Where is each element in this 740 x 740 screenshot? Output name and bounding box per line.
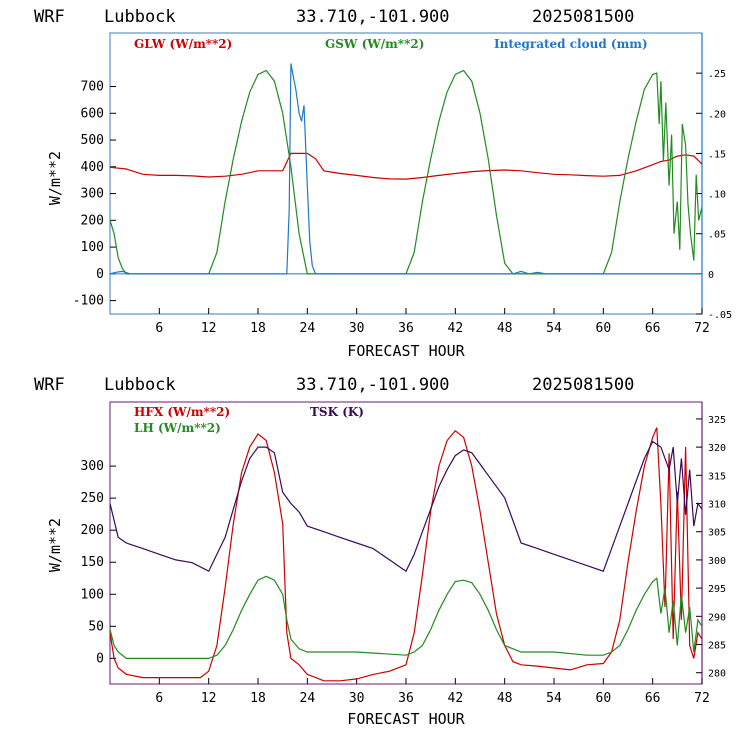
x-tick-label: 54 (546, 321, 562, 336)
panel1-header-model: WRF (34, 7, 65, 27)
panel2-header-run: 2025081500 (532, 375, 634, 395)
y2-tick-label: -.05 (708, 310, 732, 321)
x-tick-label: 66 (645, 321, 661, 336)
panel2-header-station: Lubbock (104, 375, 176, 395)
y-axis-label: W/m**2 (46, 151, 64, 205)
y-tick-label: 400 (81, 160, 104, 175)
y-tick-label: 200 (81, 213, 104, 228)
panel1-header-run: 2025081500 (532, 7, 634, 27)
y-tick-label: 200 (81, 523, 104, 538)
x-tick-label: 18 (250, 691, 266, 706)
plot-frame (109, 32, 703, 315)
y-tick-label: 100 (81, 240, 104, 255)
legend-entry-2: TSK (K) (310, 405, 364, 419)
x-tick-label: 6 (155, 321, 163, 336)
series-line-2 (110, 63, 702, 275)
series-line-1 (110, 69, 702, 275)
x-tick-label: 36 (398, 321, 414, 336)
series-line-0 (110, 427, 702, 682)
panel1-header-station: Lubbock (104, 7, 176, 27)
y-tick-label: 250 (81, 491, 104, 506)
x-tick-label: 12 (201, 321, 217, 336)
y2-tick-label: .15 (708, 149, 726, 160)
y-tick-label: -100 (73, 294, 104, 309)
y2-tick-label: 300 (708, 556, 726, 567)
y2-tick-label: 315 (708, 471, 726, 482)
y2-tick-label: 305 (708, 528, 726, 539)
y2-tick-label: 290 (708, 612, 726, 623)
y2-tick-label: 0 (708, 270, 714, 281)
x-tick-label: 30 (349, 321, 365, 336)
x-tick-label: 60 (596, 321, 612, 336)
legend-entry-1: LH (W/m**2) (134, 421, 221, 435)
y-tick-label: 0 (96, 651, 104, 666)
y-tick-label: 50 (88, 619, 104, 634)
y-tick-label: 0 (96, 267, 104, 282)
y-tick-label: 150 (81, 555, 104, 570)
y2-tick-label: .25 (708, 69, 726, 80)
y2-tick-label: 325 (708, 415, 726, 426)
panel1-header-coords: 33.710,-101.900 (296, 7, 450, 27)
x-tick-label: 42 (448, 321, 464, 336)
y-tick-label: 300 (81, 187, 104, 202)
series-line-0 (110, 152, 702, 180)
x-tick-label: 12 (201, 691, 217, 706)
panel-flux-chart: 0 50 100 150 200 250 300 280 285 290 295 300 305 310 3… (46, 401, 726, 728)
y-tick-label: 700 (81, 80, 104, 95)
y2-tick-label: .05 (708, 230, 726, 241)
x-tick-label: 66 (645, 691, 661, 706)
y2-tick-label: 295 (708, 584, 726, 595)
y2-tick-label: .10 (708, 190, 726, 201)
x-tick-label: 24 (300, 691, 316, 706)
y-axis-label: W/m**2 (46, 518, 64, 572)
legend-entry-1: GSW (W/m**2) (325, 37, 424, 51)
y-tick-label: 600 (81, 106, 104, 121)
y2-tick-label: .20 (708, 109, 726, 120)
x-tick-label: 72 (694, 321, 710, 336)
panel-radiation-chart: -100 0 100 200 300 400 500 600 700 -.05 0 .05 .10 .15… (46, 32, 732, 360)
y2-tick-label: 310 (708, 500, 726, 511)
x-axis-label: FORECAST HOUR (347, 710, 465, 728)
y-tick-label: 300 (81, 459, 104, 474)
x-tick-label: 72 (694, 691, 710, 706)
panel2-header-coords: 33.710,-101.900 (296, 375, 450, 395)
legend-entry-2: Integrated cloud (mm) (494, 37, 648, 51)
x-tick-label: 36 (398, 691, 414, 706)
x-tick-label: 18 (250, 321, 266, 336)
x-axis-label: FORECAST HOUR (347, 342, 465, 360)
x-tick-label: 60 (596, 691, 612, 706)
panel2-header-model: WRF (34, 375, 65, 395)
legend-entry-0: GLW (W/m**2) (134, 37, 232, 51)
y2-tick-label: 285 (708, 641, 726, 652)
x-tick-label: 48 (497, 321, 513, 336)
x-tick-label: 42 (448, 691, 464, 706)
y2-tick-label: 280 (708, 669, 726, 680)
x-tick-label: 54 (546, 691, 562, 706)
x-tick-label: 30 (349, 691, 365, 706)
y-tick-label: 100 (81, 587, 104, 602)
y2-tick-label: 320 (708, 443, 726, 454)
series-line-1 (110, 575, 702, 660)
x-tick-label: 6 (155, 691, 163, 706)
series-line-2 (110, 440, 702, 573)
x-tick-label: 24 (300, 321, 316, 336)
legend-entry-0: HFX (W/m**2) (134, 405, 230, 419)
x-tick-label: 48 (497, 691, 513, 706)
y-tick-label: 500 (81, 133, 104, 148)
